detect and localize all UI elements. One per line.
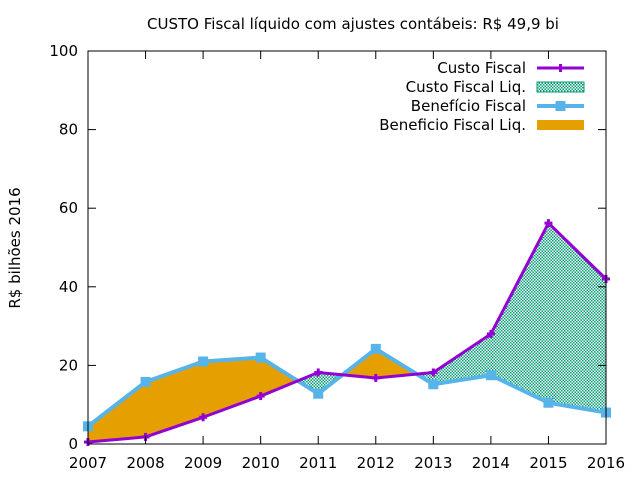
legend-marker-beneficio bbox=[555, 101, 566, 111]
data-point bbox=[370, 343, 381, 354]
x-tick-label: 2013 bbox=[414, 454, 452, 472]
x-tick-label: 2008 bbox=[126, 454, 164, 472]
legend-sample-beneficio-liq bbox=[537, 120, 584, 130]
series-line bbox=[87, 221, 608, 444]
legend-label-custo: Custo Fiscal bbox=[437, 59, 526, 77]
data-point bbox=[198, 356, 209, 367]
x-tick-label: 2015 bbox=[529, 454, 567, 472]
legend-label-beneficio: Benefício Fiscal bbox=[411, 97, 526, 115]
data-point bbox=[429, 368, 438, 377]
legend-label-custo-liq: Custo Fiscal Liq. bbox=[406, 78, 526, 96]
data-point bbox=[256, 392, 265, 401]
data-point bbox=[314, 368, 323, 377]
x-tick-label: 2012 bbox=[357, 454, 395, 472]
fill-beneficio-liq bbox=[342, 348, 417, 378]
y-tick-label: 100 bbox=[49, 42, 78, 60]
y-axis-label: R$ bilhões 2016 bbox=[6, 187, 24, 308]
series-line bbox=[86, 346, 607, 428]
x-tick-label: 2009 bbox=[184, 454, 222, 472]
data-point bbox=[544, 219, 553, 228]
y-tick-label: 80 bbox=[59, 121, 78, 139]
y-tick-label: 0 bbox=[68, 435, 78, 453]
ticks-layer: 0 20 40 60 80 100 2007 2008 2009 2010 2011 2012 2013… bbox=[49, 42, 625, 472]
data-point bbox=[428, 379, 439, 390]
y-tick-label: 20 bbox=[59, 356, 78, 374]
y-tick-label: 60 bbox=[59, 199, 78, 217]
data-point bbox=[255, 352, 266, 363]
legend-sample-custo-liq bbox=[536, 81, 585, 93]
fills-layer bbox=[88, 223, 606, 443]
fill-custo-liq bbox=[416, 223, 606, 413]
y-tick-label: 40 bbox=[59, 278, 78, 296]
data-point bbox=[199, 413, 208, 422]
plot-frame bbox=[87, 50, 607, 445]
x-tick-label: 2010 bbox=[242, 454, 280, 472]
data-point bbox=[371, 373, 380, 382]
x-tick-label: 2014 bbox=[472, 454, 510, 472]
legend-label-beneficio-liq: Beneficio Fiscal Liq. bbox=[379, 116, 526, 134]
x-tick-label: 2016 bbox=[587, 454, 625, 472]
data-point bbox=[486, 329, 495, 338]
chart-title: CUSTO Fiscal líquido com ajustes contábe… bbox=[147, 15, 559, 33]
data-point bbox=[543, 397, 554, 408]
data-point bbox=[313, 388, 324, 399]
x-tick-label: 2007 bbox=[69, 454, 107, 472]
x-tick-label: 2011 bbox=[299, 454, 337, 472]
fill-beneficio-liq bbox=[88, 357, 298, 443]
data-point bbox=[140, 376, 151, 387]
data-point bbox=[485, 370, 496, 381]
